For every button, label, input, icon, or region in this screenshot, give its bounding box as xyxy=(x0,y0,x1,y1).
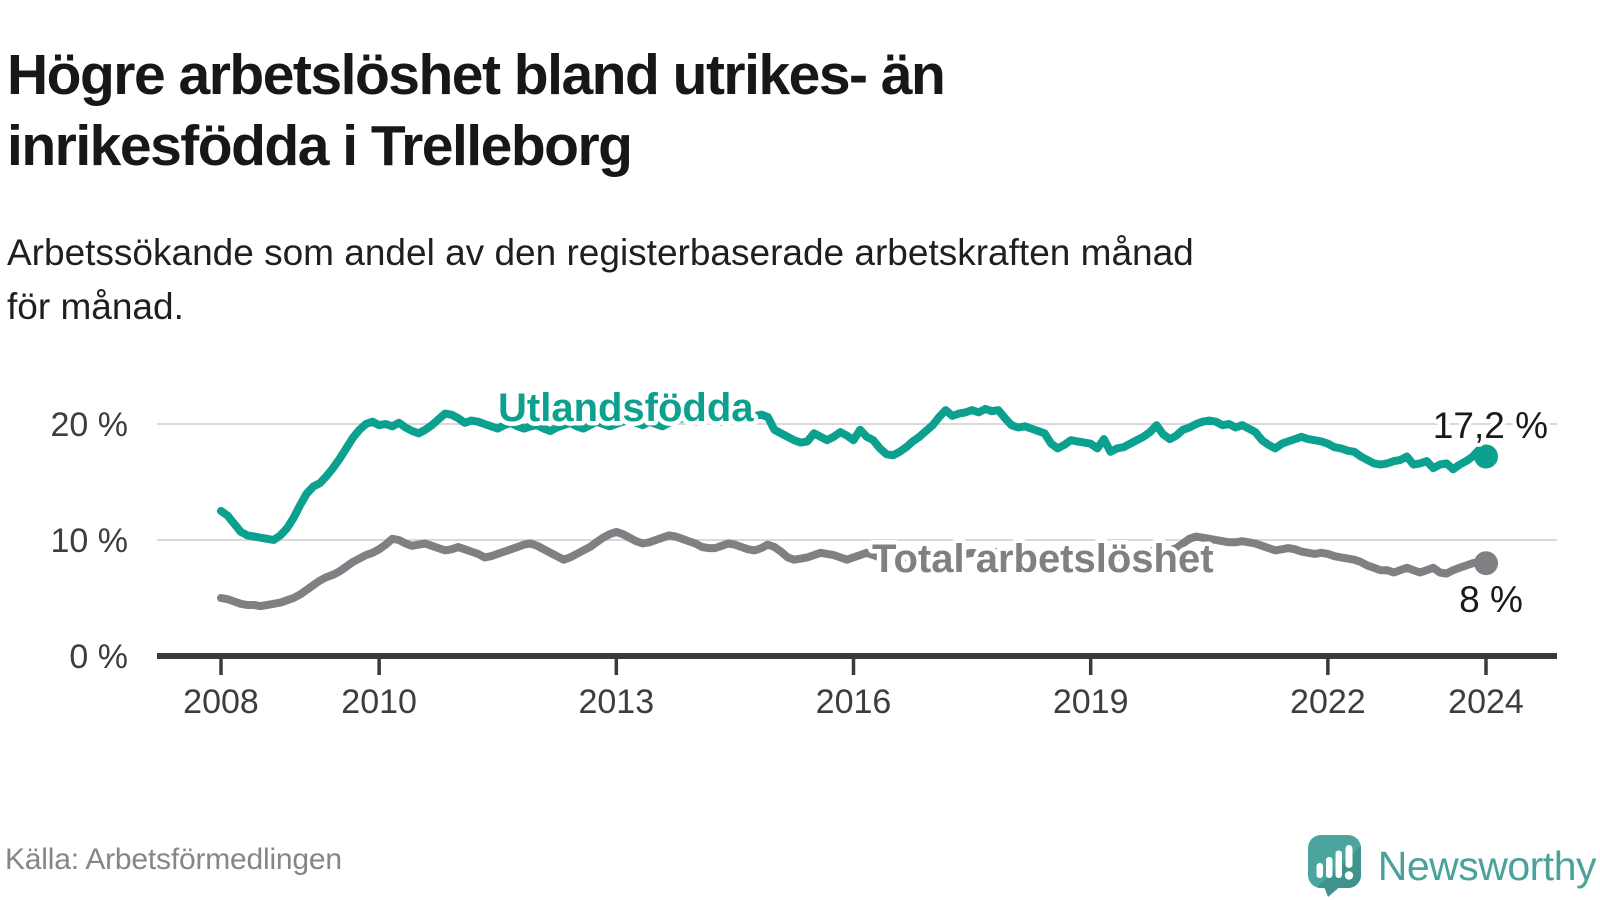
brand-name: Newsworthy xyxy=(1377,842,1597,889)
y-axis-labels: 0 % 10 % 20 % xyxy=(51,406,129,676)
end-value-label-utlandsfodda: 17,2 % xyxy=(1433,405,1548,446)
series-line-utlandsfodda xyxy=(217,404,1490,544)
page-subtitle: Arbetssökande som andel av den registerb… xyxy=(7,226,1567,333)
series-end-dot-utlandsfodda xyxy=(1474,444,1498,469)
end-value-label-total: 8 % xyxy=(1459,579,1523,620)
y-tick-label-10: 10 % xyxy=(51,522,129,560)
annotations: Utlandsfödda 17,2 % Total arbetslöshet 8 % xyxy=(494,382,1553,625)
x-tick-label-2016: 2016 xyxy=(816,683,892,721)
series-label-utlandsfodda: Utlandsfödda xyxy=(498,386,754,430)
series-lines xyxy=(217,404,1498,611)
x-tick-label-2013: 2013 xyxy=(578,683,654,721)
x-tick-label-2010: 2010 xyxy=(341,683,417,721)
x-tick-label-2008: 2008 xyxy=(183,683,259,721)
y-tick-label-0: 0 % xyxy=(69,638,128,676)
exclamation-bar xyxy=(1345,845,1353,868)
y-tick-label-20: 20 % xyxy=(51,406,129,444)
x-tick-label-2024: 2024 xyxy=(1448,683,1524,721)
title-line-1: Högre arbetslöshet bland utrikes- än xyxy=(7,43,946,108)
series-line-total xyxy=(217,527,1490,611)
subtitle-line-1: Arbetssökande som andel av den registerb… xyxy=(7,232,1194,273)
title-line-2: inrikesfödda i Trelleborg xyxy=(7,113,633,178)
page-title: Högre arbetslöshet bland utrikes- än inr… xyxy=(7,40,1357,181)
exclamation-dot xyxy=(1344,871,1353,880)
speech-bubble-bar-chart-icon xyxy=(1307,835,1361,897)
x-axis: 2008 2010 2013 2016 2019 2022 2024 xyxy=(157,653,1557,721)
brand-logo: Newsworthy xyxy=(1307,834,1597,898)
x-tick-label-2022: 2022 xyxy=(1290,683,1366,721)
bar-1 xyxy=(1316,863,1323,878)
series-label-total: Total arbetslöshet xyxy=(872,537,1214,581)
x-tick-label-2019: 2019 xyxy=(1053,683,1129,721)
source-text: Källa: Arbetsförmedlingen xyxy=(5,843,342,876)
bar-2 xyxy=(1325,857,1333,878)
bar-3 xyxy=(1335,850,1342,878)
subtitle-line-2: för månad. xyxy=(7,285,184,327)
series-end-dot-total xyxy=(1474,551,1498,576)
